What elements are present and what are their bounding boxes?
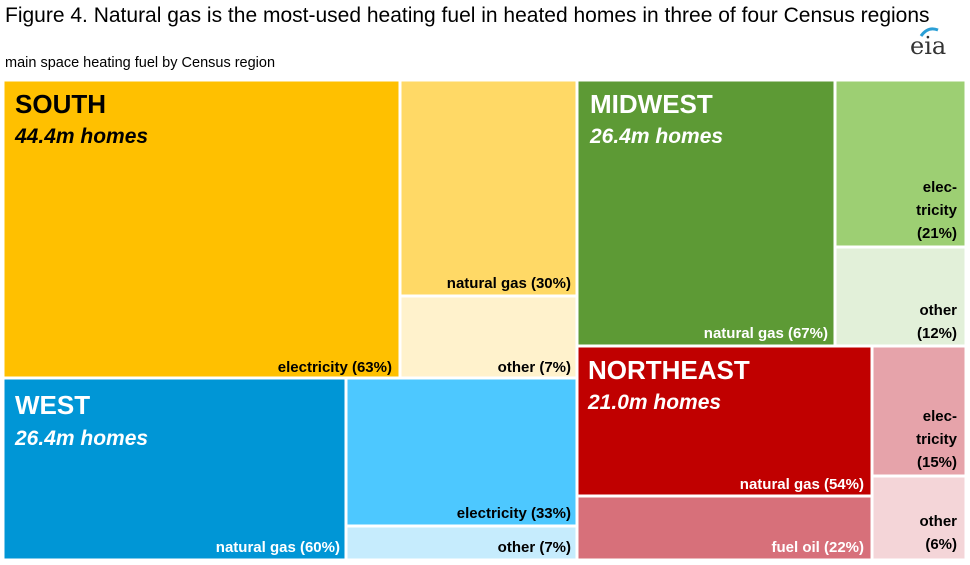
west-natural-gas-cell [1,376,348,562]
northeast-other-label: (6%) [925,536,957,553]
west-region-name: WEST [15,390,90,420]
midwest-natural-gas-cell [575,78,837,348]
midwest-electricity-label: tricity [916,202,958,219]
south-electricity-label: electricity (63%) [278,359,392,376]
midwest-electricity-label: elec- [923,179,957,196]
northeast-fuel-oil-cell [575,494,874,562]
midwest-other-label: other [920,302,958,319]
northeast-electricity-label: tricity [916,431,958,448]
northeast-homes-label: 21.0m homes [587,391,721,414]
south-other-cell [398,294,579,380]
south-natural-gas-label: natural gas (30%) [447,275,571,292]
northeast-fuel-oil-label: fuel oil (22%) [771,539,864,556]
northeast-other-cell [870,474,968,562]
west-electricity-cell [344,376,579,528]
eia-logo: eia [910,32,946,60]
south-electricity-cell [1,78,402,380]
chart-title: Figure 4. Natural gas is the most-used h… [5,4,930,27]
south-natural-gas-cell [398,78,579,298]
midwest-natural-gas-label: natural gas (67%) [704,325,828,342]
midwest-homes-label: 26.4m homes [589,125,723,148]
northeast-electricity-label: (15%) [917,454,957,471]
west-electricity-label: electricity (33%) [457,505,571,522]
west-other-label: other (7%) [498,539,571,556]
midwest-electricity-cell [833,78,968,249]
south-region-name: SOUTH [15,89,106,119]
northeast-other-label: other [920,513,958,530]
northeast-natural-gas-label: natural gas (54%) [740,476,864,493]
south-homes-label: 44.4m homes [14,125,148,148]
northeast-electricity-label: elec- [923,408,957,425]
northeast-natural-gas-cell [575,344,874,498]
south-other-label: other (7%) [498,359,571,376]
eia-logo-text: eia [910,32,947,60]
midwest-other-label: (12%) [917,325,957,342]
midwest-electricity-label: (21%) [917,225,957,242]
west-natural-gas-label: natural gas (60%) [216,539,340,556]
west-homes-label: 26.4m homes [14,427,148,450]
northeast-region-name: NORTHEAST [588,355,750,385]
chart-subtitle: main space heating fuel by Census region [5,55,276,71]
midwest-region-name: MIDWEST [590,89,713,119]
midwest-other-cell [833,245,968,348]
eia-logo-swoosh-icon [919,27,939,37]
